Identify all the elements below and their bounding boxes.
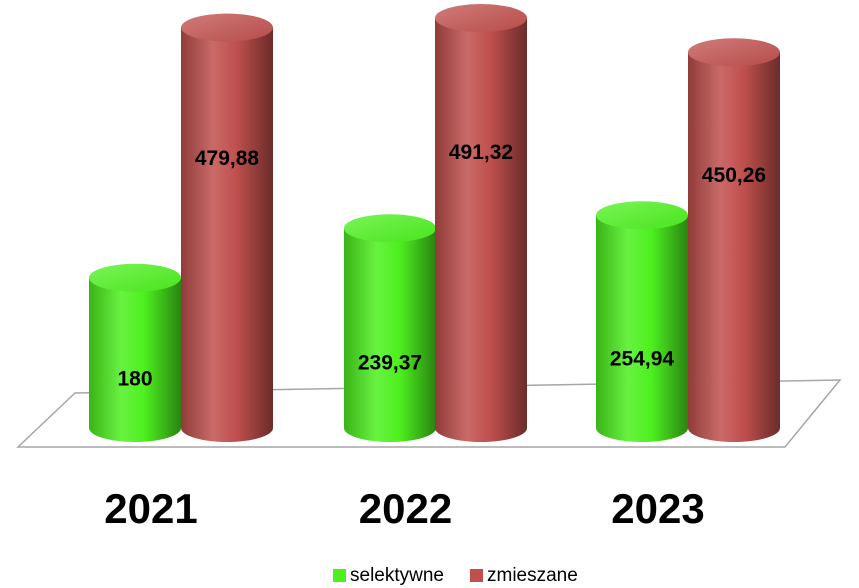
cylinder-body [435,18,527,442]
cylinder-body [89,277,181,442]
cylinder-top [181,13,273,42]
data-label: 479,88 [195,147,260,170]
cylinder-body [344,228,436,442]
cylinder [596,201,688,442]
cylinder-top [435,4,527,32]
cylinder-body [688,52,780,442]
data-label: 180 [117,367,152,390]
cylinder-body [596,215,688,442]
cylinder [435,4,527,442]
cylinder-top [344,214,436,243]
cylinder [181,13,273,442]
x-tick-label: 2023 [611,485,704,532]
cylinder [344,214,436,442]
x-tick-label: 2022 [359,485,452,532]
x-tick-label: 2021 [104,485,197,532]
cylinder-body [181,27,273,442]
legend-label: selektywne [350,565,444,586]
cylinder-top [89,263,181,292]
legend-label: zmieszane [487,565,578,586]
data-label: 239,37 [358,352,422,375]
legend-swatch [333,569,346,582]
cylinder [688,38,780,442]
cylinder-top [596,201,688,230]
data-label: 450,26 [702,164,766,187]
data-label: 491,32 [449,141,513,164]
cylinder [89,263,181,442]
data-label: 254,94 [610,347,675,370]
legend-swatch [470,569,483,582]
cylinder-top [688,38,780,67]
